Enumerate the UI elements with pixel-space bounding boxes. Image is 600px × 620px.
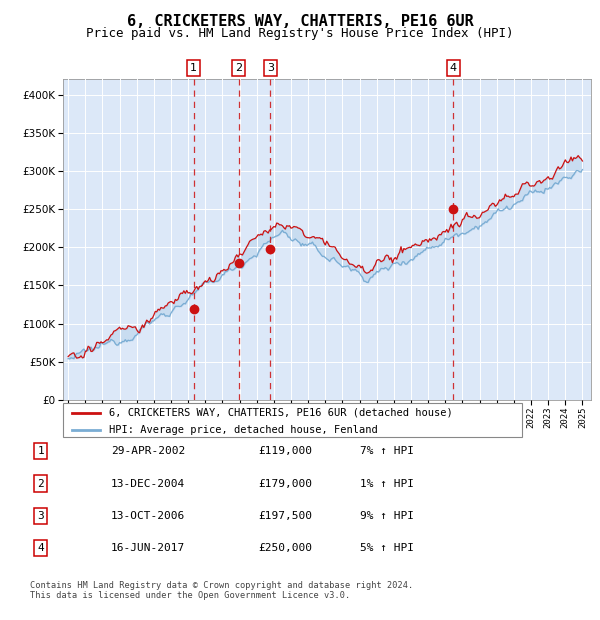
Text: 6, CRICKETERS WAY, CHATTERIS, PE16 6UR: 6, CRICKETERS WAY, CHATTERIS, PE16 6UR <box>127 14 473 29</box>
Text: £119,000: £119,000 <box>258 446 312 456</box>
Text: 1: 1 <box>190 63 197 73</box>
Text: HPI: Average price, detached house, Fenland: HPI: Average price, detached house, Fenl… <box>109 425 377 435</box>
Text: Price paid vs. HM Land Registry's House Price Index (HPI): Price paid vs. HM Land Registry's House … <box>86 27 514 40</box>
Text: 3: 3 <box>37 511 44 521</box>
Text: 13-DEC-2004: 13-DEC-2004 <box>111 479 185 489</box>
Text: £179,000: £179,000 <box>258 479 312 489</box>
Text: 2: 2 <box>37 479 44 489</box>
Text: 29-APR-2002: 29-APR-2002 <box>111 446 185 456</box>
Text: 1% ↑ HPI: 1% ↑ HPI <box>360 479 414 489</box>
Text: £197,500: £197,500 <box>258 511 312 521</box>
Text: 16-JUN-2017: 16-JUN-2017 <box>111 543 185 553</box>
Text: 2: 2 <box>235 63 242 73</box>
Text: 9% ↑ HPI: 9% ↑ HPI <box>360 511 414 521</box>
Text: 7% ↑ HPI: 7% ↑ HPI <box>360 446 414 456</box>
Text: 13-OCT-2006: 13-OCT-2006 <box>111 511 185 521</box>
Text: 4: 4 <box>37 543 44 553</box>
Text: Contains HM Land Registry data © Crown copyright and database right 2024.
This d: Contains HM Land Registry data © Crown c… <box>30 581 413 600</box>
Text: 5% ↑ HPI: 5% ↑ HPI <box>360 543 414 553</box>
Text: 6, CRICKETERS WAY, CHATTERIS, PE16 6UR (detached house): 6, CRICKETERS WAY, CHATTERIS, PE16 6UR (… <box>109 407 452 417</box>
Text: 3: 3 <box>267 63 274 73</box>
Text: 1: 1 <box>37 446 44 456</box>
Text: £250,000: £250,000 <box>258 543 312 553</box>
Text: 4: 4 <box>449 63 457 73</box>
